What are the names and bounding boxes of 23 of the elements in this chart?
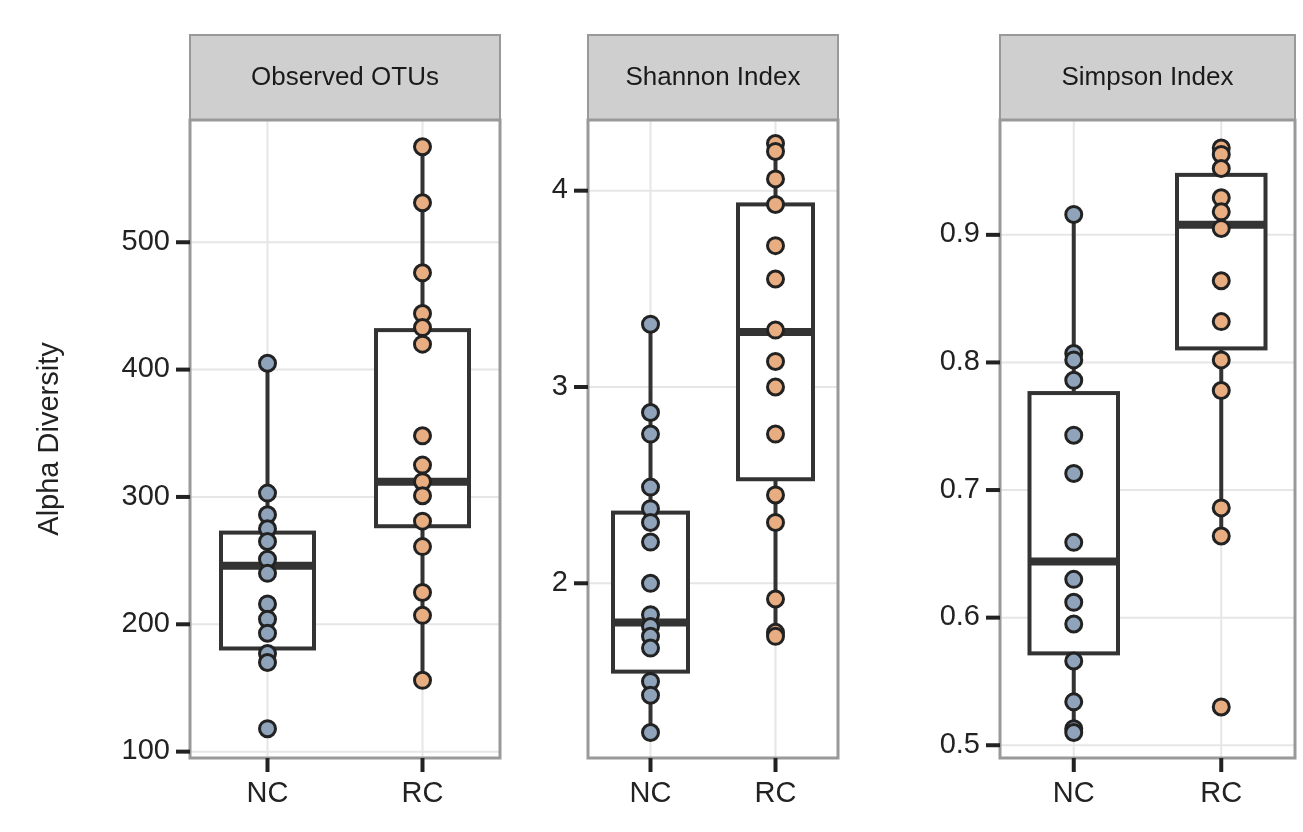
- chart-title: Observed OTUs: [251, 60, 439, 91]
- x-tick-label: RC: [1200, 776, 1243, 808]
- y-tick-label: 0.7: [939, 471, 980, 504]
- y-tick-label: 3: [551, 368, 568, 401]
- chart-title: Shannon Index: [625, 60, 801, 91]
- y-tick-label: 0.8: [939, 344, 980, 377]
- x-tick-label: NC: [246, 776, 289, 808]
- y-tick-label: 500: [121, 223, 170, 256]
- chart-title: Simpson Index: [1061, 60, 1234, 91]
- x-tick-label: RC: [401, 776, 444, 808]
- y-tick-label: 0.6: [939, 599, 980, 632]
- y-tick-label: 200: [121, 605, 170, 638]
- x-tick-label: NC: [629, 776, 672, 808]
- y-axis-title: Alpha Diversity: [32, 341, 64, 536]
- y-tick-label: 300: [121, 478, 170, 511]
- y-tick-label: 0.5: [939, 726, 980, 759]
- y-tick-label: 0.9: [939, 216, 980, 249]
- x-tick-label: NC: [1052, 776, 1095, 808]
- x-tick-label: RC: [754, 776, 797, 808]
- y-tick-label: 2: [551, 564, 568, 597]
- y-tick-label: 100: [121, 733, 170, 766]
- y-tick-label: 4: [551, 172, 568, 205]
- y-tick-label: 400: [121, 351, 170, 384]
